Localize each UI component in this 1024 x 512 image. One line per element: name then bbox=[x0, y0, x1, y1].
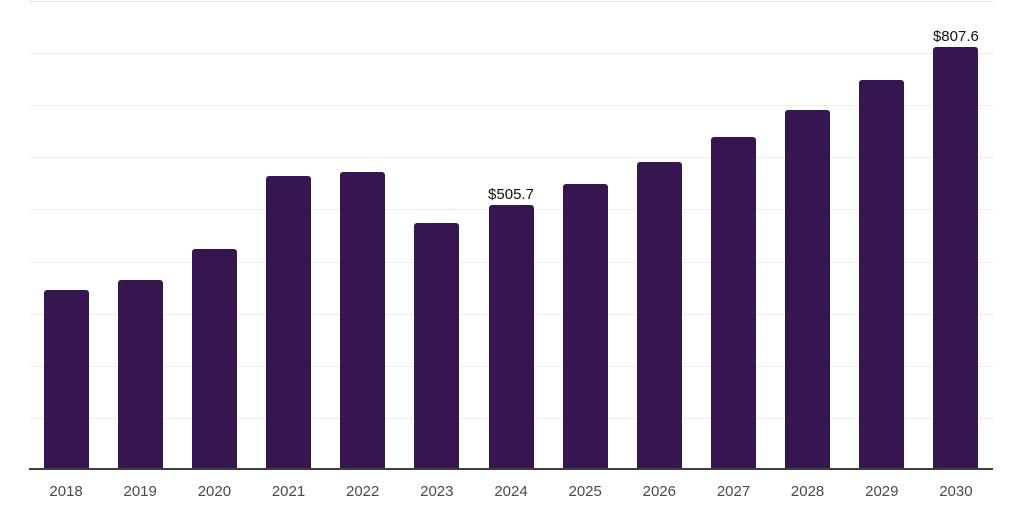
x-tick-2021: 2021 bbox=[271, 483, 306, 500]
gridline-900 bbox=[29, 1, 993, 2]
x-tick-2026: 2026 bbox=[642, 483, 676, 500]
bar-2026 bbox=[636, 162, 682, 468]
bar-2018 bbox=[43, 289, 89, 468]
x-tick-2024: 2024 bbox=[494, 483, 528, 500]
bar-2023 bbox=[414, 223, 460, 468]
x-tick-2025: 2025 bbox=[568, 483, 602, 500]
bar-2025 bbox=[562, 183, 608, 468]
x-tick-2028: 2028 bbox=[790, 483, 825, 500]
bar-2028 bbox=[785, 110, 831, 468]
x-tick-2029: 2029 bbox=[865, 483, 899, 500]
bar-2027 bbox=[711, 137, 756, 468]
x-tick-2030: 2030 bbox=[939, 483, 973, 500]
x-axis-line bbox=[29, 468, 993, 470]
x-tick-2023: 2023 bbox=[420, 483, 454, 500]
x-tick-2018: 2018 bbox=[49, 483, 83, 500]
gridline-700 bbox=[29, 105, 993, 107]
gridline-600 bbox=[29, 157, 993, 159]
x-tick-2019: 2019 bbox=[123, 483, 157, 500]
bar-value-label-2030: $807.6 bbox=[932, 28, 979, 46]
x-tick-2022: 2022 bbox=[346, 483, 380, 500]
bar-2030 bbox=[933, 47, 979, 468]
gridline-800 bbox=[29, 53, 993, 55]
x-tick-2020: 2020 bbox=[197, 483, 232, 500]
bar-2019 bbox=[117, 279, 163, 468]
bar-value-label-2024: $505.7 bbox=[488, 185, 534, 203]
bar-2020 bbox=[191, 249, 237, 468]
bar-2021 bbox=[266, 176, 311, 468]
x-tick-2027: 2027 bbox=[716, 483, 751, 500]
bar-2029 bbox=[859, 79, 905, 468]
bar-2022 bbox=[340, 172, 386, 468]
bar-2024 bbox=[488, 204, 534, 468]
plot-area: $505.7 $807.6 bbox=[29, 0, 993, 470]
x-axis-labels: 2018 2019 2020 2021 2022 2023 2024 2025 2026 2027… bbox=[29, 483, 993, 503]
